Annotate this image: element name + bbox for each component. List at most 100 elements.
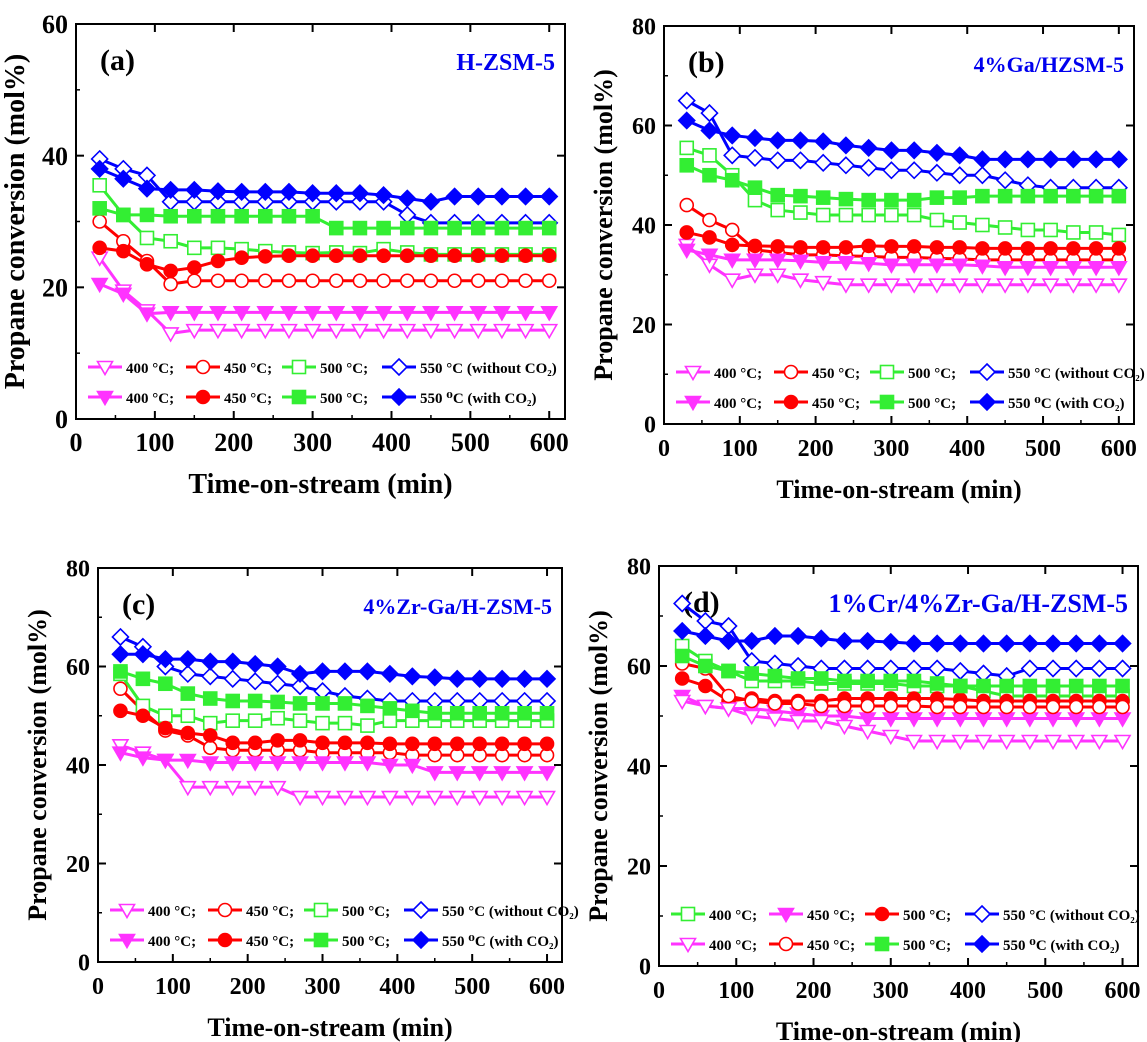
- data-point: [1113, 734, 1132, 751]
- legend-marker: [679, 937, 697, 954]
- data-point: [793, 205, 808, 220]
- data-point: [336, 756, 354, 772]
- data-point: [158, 720, 173, 736]
- data-point: [290, 677, 310, 696]
- data-point: [950, 146, 969, 165]
- data-point: [859, 138, 878, 158]
- data-point: [292, 713, 308, 728]
- data-point: [904, 634, 924, 653]
- data-point: [111, 738, 130, 755]
- data-point: [791, 131, 810, 150]
- legend-entry: 400 °C;: [671, 906, 757, 924]
- legend-entry: 450 °C;: [186, 389, 272, 407]
- data-point: [700, 248, 719, 264]
- data-point: [724, 222, 740, 238]
- data-point: [905, 734, 923, 751]
- data-point: [201, 780, 220, 797]
- data-point: [815, 190, 831, 205]
- data-point: [305, 208, 320, 224]
- data-point: [997, 634, 1016, 653]
- y-tick-label: 0: [78, 950, 90, 976]
- data-point: [374, 323, 393, 340]
- legend-entry: 550 ⁰C (with CO₂): [970, 392, 1124, 412]
- data-point: [422, 323, 440, 340]
- legend-marker: [411, 900, 431, 920]
- data-point: [859, 158, 878, 177]
- data-point: [995, 171, 1015, 190]
- legend-marker: [195, 359, 211, 375]
- legend-label: 500 °C;: [903, 938, 951, 954]
- data-point: [882, 278, 901, 294]
- y-tick-label: 80: [632, 14, 656, 40]
- data-point: [768, 268, 787, 284]
- data-point: [747, 238, 763, 254]
- data-point: [360, 718, 375, 733]
- data-point: [537, 669, 557, 688]
- x-tick-label: 500: [451, 428, 490, 457]
- data-point: [702, 212, 717, 228]
- data-point: [677, 243, 696, 259]
- y-tick-label: 40: [632, 213, 656, 239]
- data-point: [674, 671, 690, 686]
- y-axis-label: Propane conversion (mol%): [23, 609, 52, 921]
- data-point: [721, 688, 736, 704]
- x-tick-label: 600: [1105, 978, 1141, 1004]
- data-point: [494, 705, 510, 721]
- legend-marker: [291, 359, 307, 375]
- data-point: [698, 658, 713, 674]
- data-point: [350, 184, 370, 203]
- data-point: [291, 756, 309, 772]
- data-point: [538, 766, 556, 782]
- data-point: [472, 705, 487, 721]
- data-point: [448, 669, 467, 688]
- data-point: [158, 676, 173, 692]
- series-with-co2-500c: [679, 158, 1127, 208]
- data-point: [1090, 634, 1109, 653]
- legend-label: 550 °C (without CO₂): [1008, 366, 1145, 382]
- data-point: [884, 207, 899, 223]
- data-point: [793, 188, 808, 204]
- y-tick-label: 20: [66, 852, 90, 878]
- data-point: [1064, 150, 1083, 169]
- data-point: [747, 192, 763, 208]
- legend-marker: [684, 395, 702, 412]
- chart-panel: 0 100 200 300 400 500 600 0 20 40 60 80 Time-on-stre…: [23, 556, 579, 1042]
- data-point: [382, 713, 398, 728]
- data-point: [133, 645, 153, 664]
- data-point: [139, 230, 155, 246]
- data-point: [997, 241, 1013, 256]
- data-point: [723, 126, 742, 145]
- data-point: [382, 701, 398, 716]
- x-tick-label: 400: [949, 436, 985, 462]
- legend-entry: 500 °C;: [304, 932, 390, 950]
- y-tick-label: 0: [639, 954, 651, 980]
- data-point: [398, 306, 417, 322]
- data-point: [674, 648, 690, 664]
- data-point: [114, 169, 133, 188]
- data-point: [163, 233, 178, 249]
- data-point: [677, 91, 696, 110]
- data-point: [247, 713, 263, 728]
- data-point: [281, 273, 297, 289]
- data-point: [1068, 678, 1084, 694]
- data-point: [673, 621, 692, 641]
- data-point: [767, 696, 783, 711]
- legend-marker: [195, 389, 211, 405]
- data-point: [677, 111, 696, 130]
- data-point: [1067, 734, 1086, 751]
- data-point: [1088, 241, 1104, 256]
- legend-label: 500 °C;: [342, 904, 390, 920]
- data-point: [180, 686, 196, 701]
- data-point: [881, 729, 900, 746]
- x-tick-label: 200: [796, 978, 832, 1004]
- data-point: [335, 662, 355, 681]
- data-point: [723, 146, 742, 165]
- x-tick-label: 600: [529, 974, 565, 1000]
- data-point: [280, 306, 298, 322]
- data-point: [111, 627, 130, 647]
- data-point: [445, 306, 464, 322]
- data-point: [405, 703, 420, 719]
- data-point: [470, 669, 489, 688]
- data-point: [492, 187, 512, 206]
- series-with-co2-450c: [679, 225, 1127, 256]
